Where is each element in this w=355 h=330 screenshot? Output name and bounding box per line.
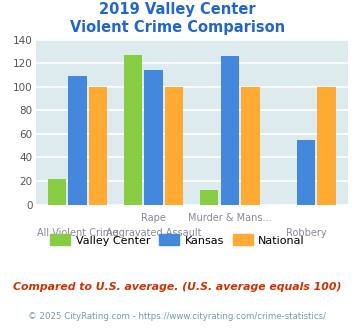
Bar [297, 140, 315, 205]
Text: © 2025 CityRating.com - https://www.cityrating.com/crime-statistics/: © 2025 CityRating.com - https://www.city… [28, 312, 327, 321]
Bar [89, 87, 107, 205]
Text: Violent Crime Comparison: Violent Crime Comparison [70, 20, 285, 35]
Bar [241, 87, 260, 205]
Text: All Violent Crime: All Violent Crime [37, 228, 118, 238]
Bar [124, 55, 142, 205]
Text: Murder & Mans...: Murder & Mans... [188, 213, 272, 223]
Text: 2019 Valley Center: 2019 Valley Center [99, 2, 256, 16]
Text: Robbery: Robbery [286, 228, 326, 238]
Legend: Valley Center, Kansas, National: Valley Center, Kansas, National [45, 230, 310, 250]
Bar [165, 87, 183, 205]
Text: Aggravated Assault: Aggravated Assault [106, 228, 201, 238]
Bar [317, 87, 336, 205]
Bar [200, 190, 218, 205]
Bar [48, 179, 66, 205]
Text: Compared to U.S. average. (U.S. average equals 100): Compared to U.S. average. (U.S. average … [13, 282, 342, 292]
Text: Rape: Rape [141, 213, 166, 223]
Bar [221, 56, 239, 205]
Bar [68, 76, 87, 205]
Bar [144, 70, 163, 205]
